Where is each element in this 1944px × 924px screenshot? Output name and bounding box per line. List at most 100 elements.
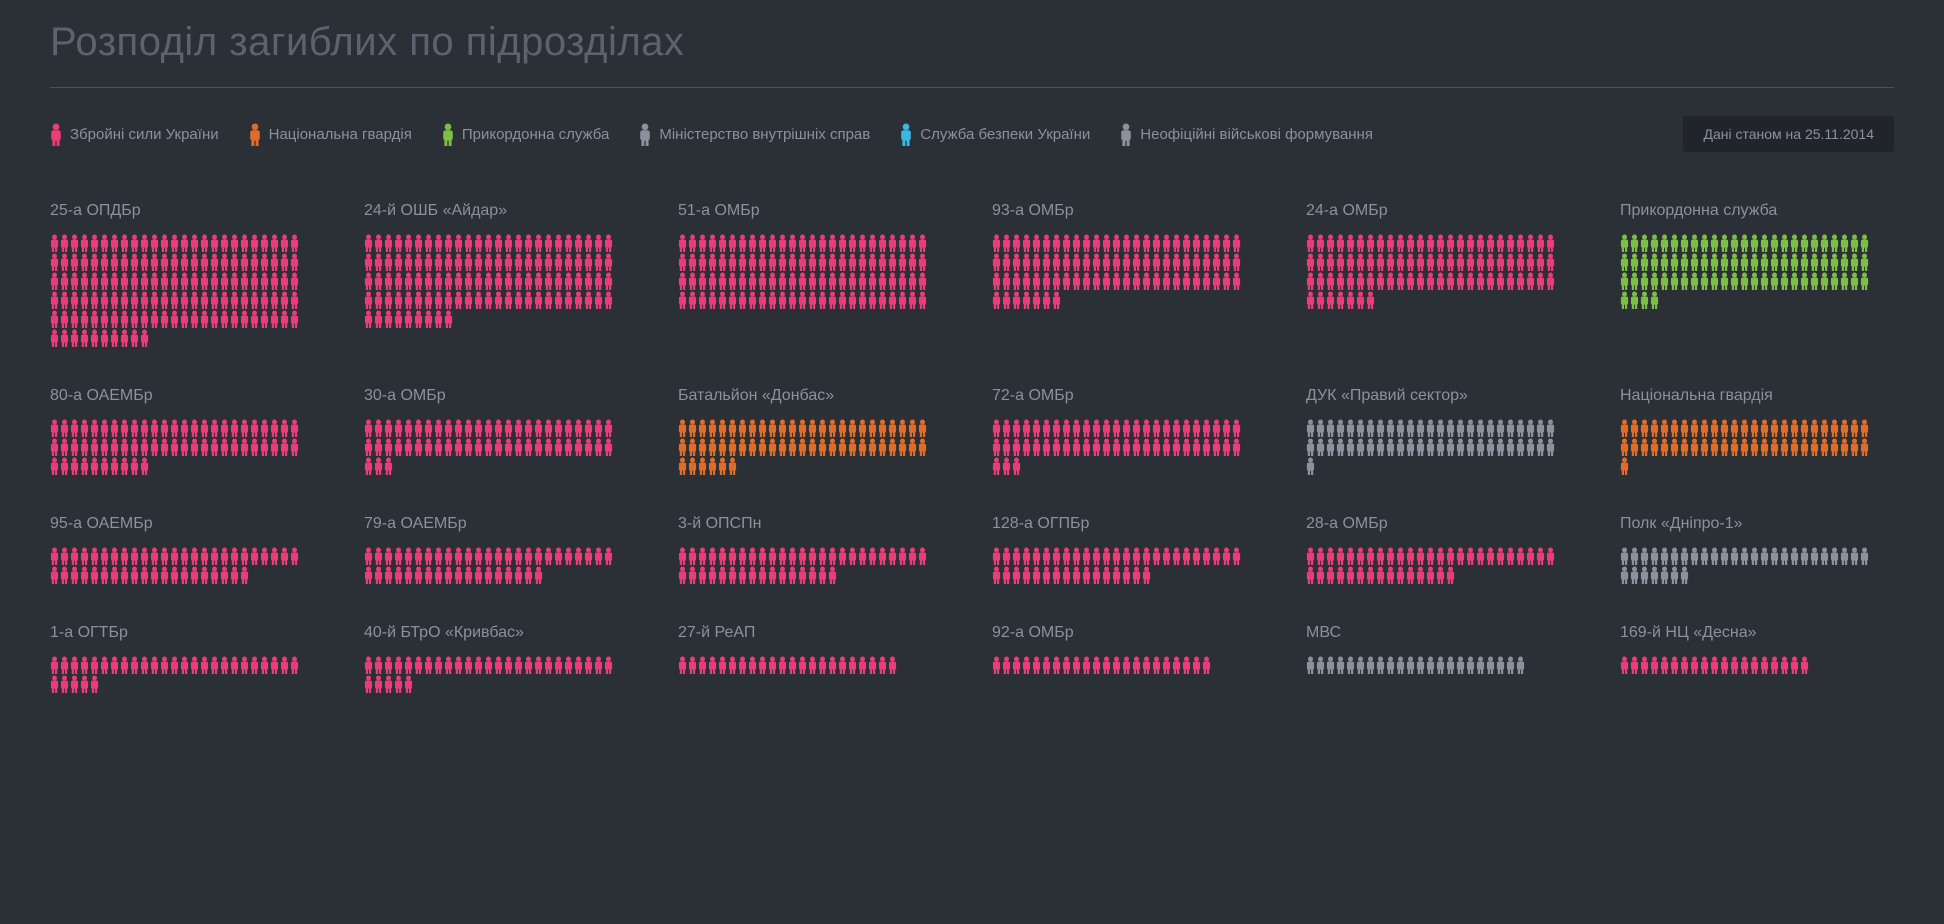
person-icon — [170, 419, 179, 437]
person-icon — [1052, 656, 1061, 674]
person-icon — [1082, 547, 1091, 565]
person-icon — [210, 566, 219, 584]
person-icon — [1790, 419, 1799, 437]
person-icon — [708, 457, 717, 475]
person-icon — [190, 656, 199, 674]
person-icon — [100, 419, 109, 437]
person-icon — [1860, 253, 1869, 271]
person-icon — [888, 547, 897, 565]
person-icon — [1112, 566, 1121, 584]
person-icon — [240, 310, 249, 328]
person-icon — [1386, 253, 1395, 271]
unit-block: 51-а ОМБр — [678, 202, 952, 347]
person-icon — [374, 272, 383, 290]
person-icon — [90, 310, 99, 328]
person-icon — [1650, 566, 1659, 584]
person-icon — [1516, 419, 1525, 437]
person-icon — [524, 566, 533, 584]
person-icon — [1466, 253, 1475, 271]
person-icon — [798, 547, 807, 565]
person-icon — [574, 547, 583, 565]
person-icon — [1232, 419, 1241, 437]
unit-block: 169-й НЦ «Десна» — [1620, 624, 1894, 693]
person-icon — [60, 329, 69, 347]
person-icon — [808, 566, 817, 584]
person-icon — [414, 547, 423, 565]
person-icon — [1496, 272, 1505, 290]
person-icon — [544, 253, 553, 271]
person-icon — [250, 419, 259, 437]
person-icon — [270, 656, 279, 674]
person-icon — [1476, 547, 1485, 565]
person-icon — [1072, 234, 1081, 252]
person-icon — [100, 291, 109, 309]
person-icon — [494, 291, 503, 309]
person-icon — [474, 547, 483, 565]
person-icon — [1770, 234, 1779, 252]
person-icon — [1680, 438, 1689, 456]
person-icon — [524, 234, 533, 252]
person-icon — [220, 310, 229, 328]
person-icon — [364, 272, 373, 290]
person-icon — [1416, 234, 1425, 252]
person-icon — [190, 547, 199, 565]
person-icon — [1780, 419, 1789, 437]
person-icon — [280, 419, 289, 437]
person-icon — [484, 272, 493, 290]
person-icon — [404, 419, 413, 437]
person-icon — [414, 272, 423, 290]
person-icon — [1172, 272, 1181, 290]
person-icon — [1002, 438, 1011, 456]
person-icon — [384, 656, 393, 674]
unit-people — [678, 234, 928, 309]
unit-people — [992, 234, 1242, 309]
person-icon — [280, 234, 289, 252]
person-icon — [1506, 656, 1515, 674]
person-icon — [484, 656, 493, 674]
person-icon — [1212, 547, 1221, 565]
person-icon — [848, 234, 857, 252]
person-icon — [738, 656, 747, 674]
person-icon — [524, 272, 533, 290]
person-icon — [574, 419, 583, 437]
person-icon — [484, 419, 493, 437]
person-icon — [1496, 547, 1505, 565]
person-icon — [1172, 438, 1181, 456]
person-icon — [1306, 291, 1315, 309]
person-icon — [364, 291, 373, 309]
person-icon — [888, 272, 897, 290]
person-icon — [504, 547, 513, 565]
person-icon — [1082, 656, 1091, 674]
person-icon — [534, 566, 543, 584]
person-icon — [1730, 419, 1739, 437]
person-icon — [474, 291, 483, 309]
person-icon — [150, 310, 159, 328]
person-icon — [1516, 547, 1525, 565]
person-icon — [280, 253, 289, 271]
person-icon — [1396, 438, 1405, 456]
person-icon — [1620, 272, 1629, 290]
unit-block: 30-а ОМБр — [364, 387, 638, 475]
person-icon — [818, 253, 827, 271]
person-icon — [858, 419, 867, 437]
person-icon — [1132, 272, 1141, 290]
person-icon — [290, 310, 299, 328]
person-icon — [1660, 234, 1669, 252]
person-icon — [260, 253, 269, 271]
person-icon — [180, 291, 189, 309]
person-icon — [130, 310, 139, 328]
person-icon — [1356, 291, 1365, 309]
person-icon — [1346, 566, 1355, 584]
person-icon — [1680, 656, 1689, 674]
person-icon — [504, 419, 513, 437]
person-icon — [484, 547, 493, 565]
person-icon — [220, 438, 229, 456]
person-icon — [1002, 234, 1011, 252]
unit-label: Національна гвардія — [1620, 387, 1894, 405]
person-icon — [544, 656, 553, 674]
person-icon — [464, 291, 473, 309]
person-icon — [50, 291, 59, 309]
person-icon — [434, 291, 443, 309]
person-icon — [1860, 234, 1869, 252]
person-icon — [748, 438, 757, 456]
